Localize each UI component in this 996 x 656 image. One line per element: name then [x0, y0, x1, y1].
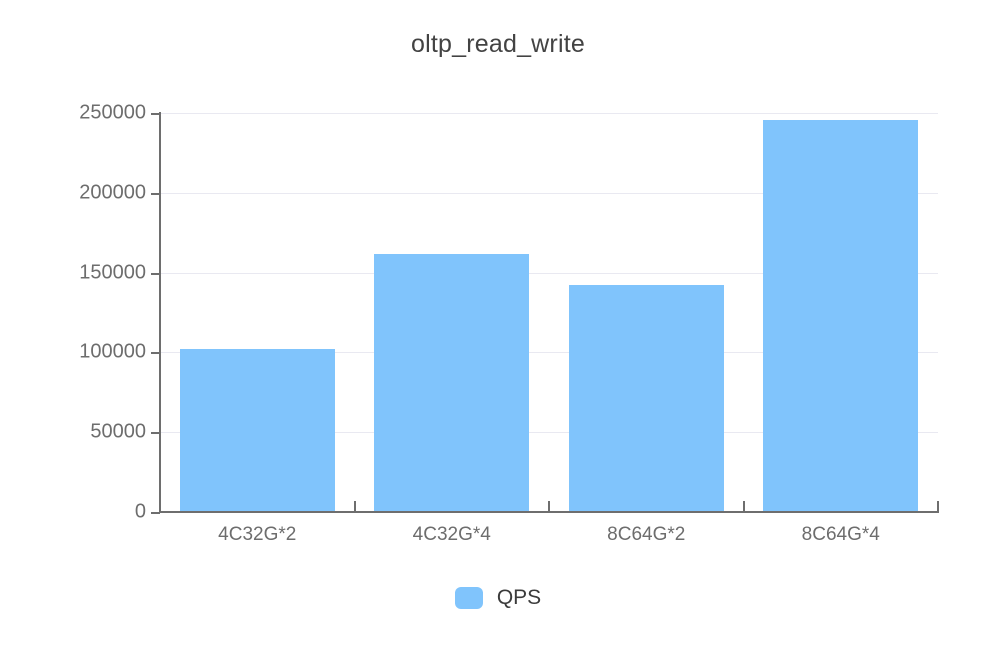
gridline: [160, 432, 938, 434]
bar-8c64g-4[interactable]: [763, 120, 919, 512]
bar-4c32g-2[interactable]: [179, 349, 335, 512]
y-axis-tick-mark: [151, 512, 160, 514]
x-axis-line: [159, 511, 939, 513]
y-axis-tick-mark: [151, 272, 160, 275]
x-axis-tick-mark: [548, 501, 550, 512]
y-axis-tick-label: 250000: [79, 101, 146, 124]
legend-swatch-icon: [454, 587, 483, 609]
x-axis-tick-label: 8C64G*4: [801, 524, 880, 545]
y-axis-tick-label: 100000: [79, 340, 146, 363]
y-axis-tick-label: 50000: [90, 420, 146, 443]
bar-4c32g-4[interactable]: [374, 254, 530, 512]
gridline: [160, 352, 938, 354]
gridline: [160, 113, 938, 114]
legend-label: QPS: [496, 586, 542, 609]
y-axis-tick-mark: [151, 192, 160, 195]
x-axis-tick-mark: [937, 501, 939, 512]
x-axis-tick-label: 4C32G*4: [412, 524, 491, 545]
legend-item-qps[interactable]: QPS: [454, 586, 542, 610]
x-axis-tick-label: 4C32G*2: [218, 524, 297, 545]
y-axis-tick-mark: [151, 113, 160, 115]
chart-title: oltp_read_write: [411, 30, 585, 58]
y-axis-tick-label: 150000: [79, 261, 146, 284]
gridline: [160, 192, 938, 194]
y-axis-tick-label: 200000: [79, 181, 146, 204]
x-axis-tick-mark: [159, 501, 161, 512]
x-axis-tick-label: 8C64G*2: [607, 524, 686, 545]
y-axis-tick-mark: [151, 432, 160, 435]
bar-8c64g-2[interactable]: [568, 285, 724, 512]
y-axis-tick-label: 0: [134, 500, 146, 523]
y-axis-tick-labels: 0 50000 100000 150000 200000 250000: [0, 0, 146, 656]
y-axis-line: [159, 112, 161, 513]
plot-area: [160, 113, 938, 512]
x-axis-tick-mark: [353, 501, 356, 512]
gridline: [160, 272, 938, 274]
y-axis-tick-mark: [151, 352, 160, 355]
chart-legend: QPS: [0, 586, 996, 610]
x-axis-tick-mark: [742, 501, 745, 512]
